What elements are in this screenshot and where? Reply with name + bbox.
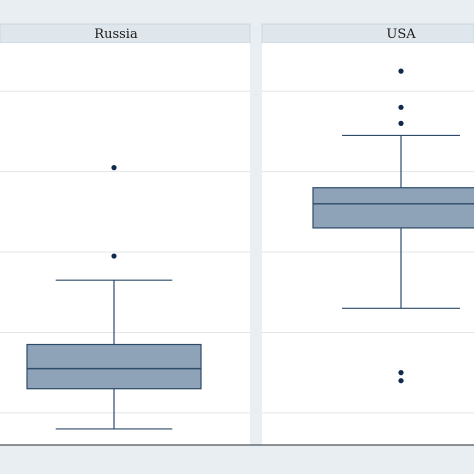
outlier-point-usa-0: [398, 378, 404, 384]
gridlines-usa: [262, 90, 474, 414]
boxplot-usa: [312, 68, 474, 384]
panel-strip-usa: [261, 23, 474, 44]
panel-title-usa: USA: [386, 27, 416, 42]
iqr-box-usa: [312, 187, 474, 229]
panel-usa: USA: [261, 23, 474, 445]
boxplot-russia: [26, 165, 202, 430]
panel-title-russia: Russia: [94, 27, 138, 42]
outlier-point-usa-4: [398, 68, 404, 74]
outlier-point-russia-0: [111, 253, 117, 259]
iqr-box-russia: [26, 343, 202, 390]
outlier-point-usa-2: [398, 120, 404, 126]
outlier-point-usa-1: [398, 370, 404, 376]
outlier-point-russia-1: [111, 165, 117, 171]
plot-area-usa: [262, 43, 474, 445]
outlier-point-usa-3: [398, 104, 404, 110]
panel-russia: Russia: [0, 23, 251, 445]
gridlines-russia: [0, 90, 250, 414]
